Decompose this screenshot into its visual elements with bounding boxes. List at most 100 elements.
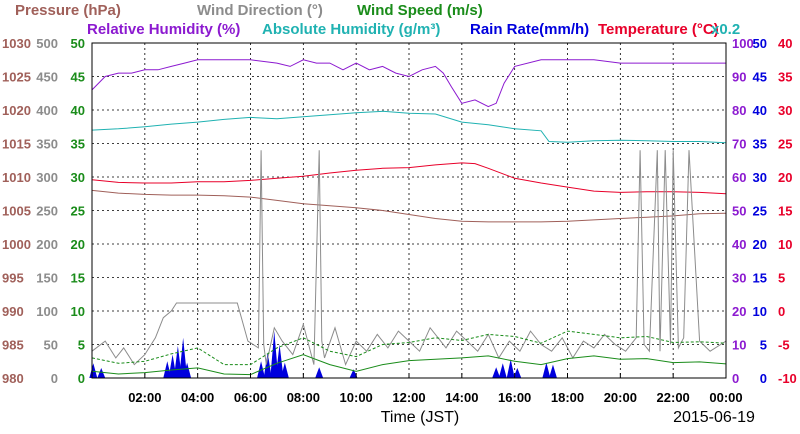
legend-item: Rain Rate(mm/h)	[470, 21, 589, 38]
rain-rate-tick-label: 5	[760, 338, 767, 353]
pressure-tick-label: 985	[2, 338, 24, 353]
temperature-tick-label: 15	[778, 204, 792, 219]
temperature-tick-label: 0	[778, 304, 785, 319]
humidity-tick-label: 40	[732, 237, 746, 252]
series-line-wind-speed-m-s-gust	[91, 330, 727, 366]
wind-speed-tick-label: 0	[78, 371, 85, 386]
grid	[92, 43, 726, 378]
pressure-tick-label: 1000	[2, 237, 31, 252]
humidity-tick-label: 30	[732, 271, 746, 286]
wind-speed-tick-label: 5	[78, 338, 85, 353]
pressure-tick-label: 1030	[2, 36, 31, 51]
humidity-tick-label: 90	[732, 70, 746, 85]
x-tick-label: 00:00	[709, 390, 742, 405]
wind-speed-tick-label: 25	[71, 204, 85, 219]
rain-rate-mark	[280, 362, 289, 378]
pressure-tick-label: 1005	[2, 204, 31, 219]
rain-rate-tick-label: 10	[753, 304, 767, 319]
rain-rate-mark	[275, 344, 284, 378]
rain-rate-mark	[183, 362, 192, 378]
rain-rate-mark	[168, 354, 177, 378]
x-tick-label: 04:00	[181, 390, 214, 405]
legend-item: Absolute Humidity (g/m³)	[262, 21, 440, 38]
rain-rate-mark	[548, 364, 557, 378]
wind-direction-tick-label: 150	[36, 271, 58, 286]
temperature-tick-label: 20	[778, 170, 792, 185]
x-tick-label: 20:00	[604, 390, 637, 405]
temperature-tick-label: -10	[778, 371, 797, 386]
plot-series	[89, 59, 727, 378]
rain-rate-mark	[506, 359, 515, 378]
x-tick-label: 18:00	[551, 390, 584, 405]
rain-rate-mark	[498, 363, 507, 378]
humidity-tick-label: 100	[732, 36, 754, 51]
wind-speed-tick-label: 20	[71, 237, 85, 252]
pressure-tick-label: 990	[2, 304, 24, 319]
x-tick-label: 16:00	[498, 390, 531, 405]
humidity-tick-label: 60	[732, 170, 746, 185]
wind-speed-tick-label: 45	[71, 70, 85, 85]
wind-direction-tick-label: 400	[36, 103, 58, 118]
rain-rate-mark	[270, 331, 279, 378]
wind-direction-tick-label: 50	[44, 338, 58, 353]
wind-speed-tick-label: 35	[71, 137, 85, 152]
legend-item: Wind Direction (°)	[197, 2, 323, 19]
legend-item: Relative Humidity (%)	[87, 21, 240, 38]
rain-rate-mark	[97, 367, 106, 378]
rain-rate-mark	[89, 363, 98, 378]
wind-direction-tick-label: 100	[36, 304, 58, 319]
x-tick-label: 06:00	[234, 390, 267, 405]
rain-rate-mark	[513, 367, 522, 378]
legend-item: Pressure (hPa)	[15, 2, 121, 19]
legend-item: Temperature (°C)	[598, 21, 719, 38]
rain-rate-tick-label: 30	[753, 170, 767, 185]
rain-rate-tick-label: 45	[753, 70, 767, 85]
humidity-tick-label: 80	[732, 103, 746, 118]
pressure-tick-label: 1025	[2, 70, 31, 85]
wind-direction-tick-label: 350	[36, 137, 58, 152]
temperature-tick-label: 5	[778, 271, 785, 286]
humidity-tick-label: 50	[732, 204, 746, 219]
pressure-tick-label: 1020	[2, 103, 31, 118]
x-tick-label: 12:00	[392, 390, 425, 405]
temperature-tick-label: 35	[778, 70, 792, 85]
wind-direction-tick-label: 500	[36, 36, 58, 51]
rain-rate-mark	[492, 367, 501, 378]
wind-speed-tick-label: 15	[71, 271, 85, 286]
rain-rate-mark	[179, 337, 188, 378]
rain-rate-mark	[315, 367, 324, 378]
series-line-absolute-humidity-g-m	[91, 110, 727, 144]
humidity-tick-label: 10	[732, 338, 746, 353]
legend: Pressure (hPa) Wind Direction (°) Wind Spe…	[15, 2, 740, 38]
series-line-wind-speed-m-s	[91, 354, 727, 376]
wind-speed-tick-label: 30	[71, 170, 85, 185]
wind-direction-tick-label: 300	[36, 170, 58, 185]
wind-direction-tick-label: 250	[36, 204, 58, 219]
pressure-tick-label: 995	[2, 271, 24, 286]
series-line-temperature-c	[91, 162, 727, 195]
rain-rate-tick-label: 35	[753, 137, 767, 152]
pressure-tick-label: 1010	[2, 170, 31, 185]
pressure-tick-label: 1015	[2, 137, 31, 152]
series-line-pressure-hpa	[91, 189, 727, 223]
wind-direction-tick-label: 450	[36, 70, 58, 85]
rain-rate-tick-label: 20	[753, 237, 767, 252]
y-axes: 1030102510201015101010051000995990985980…	[2, 36, 797, 386]
x-axis: 02:00 04:00 06:00 08:00 10:00 12:00 14:00 16:00…	[128, 373, 743, 405]
x-tick-label: 14:00	[445, 390, 478, 405]
x-tick-label: 10:00	[340, 390, 373, 405]
series-line-relative-humidity	[91, 59, 726, 108]
legend-item: x0.2	[711, 21, 740, 38]
temperature-tick-label: -5	[778, 338, 790, 353]
rain-rate-tick-label: 25	[753, 204, 767, 219]
wind-speed-tick-label: 40	[71, 103, 85, 118]
series-line-wind-direction	[91, 150, 727, 367]
legend-item: Wind Speed (m/s)	[357, 2, 483, 19]
temperature-tick-label: 40	[778, 36, 792, 51]
wind-direction-tick-label: 0	[51, 371, 58, 386]
date-label: 2015-06-19	[673, 409, 755, 426]
temperature-tick-label: 10	[778, 237, 792, 252]
humidity-tick-label: 70	[732, 137, 746, 152]
x-tick-label: 08:00	[287, 390, 320, 405]
